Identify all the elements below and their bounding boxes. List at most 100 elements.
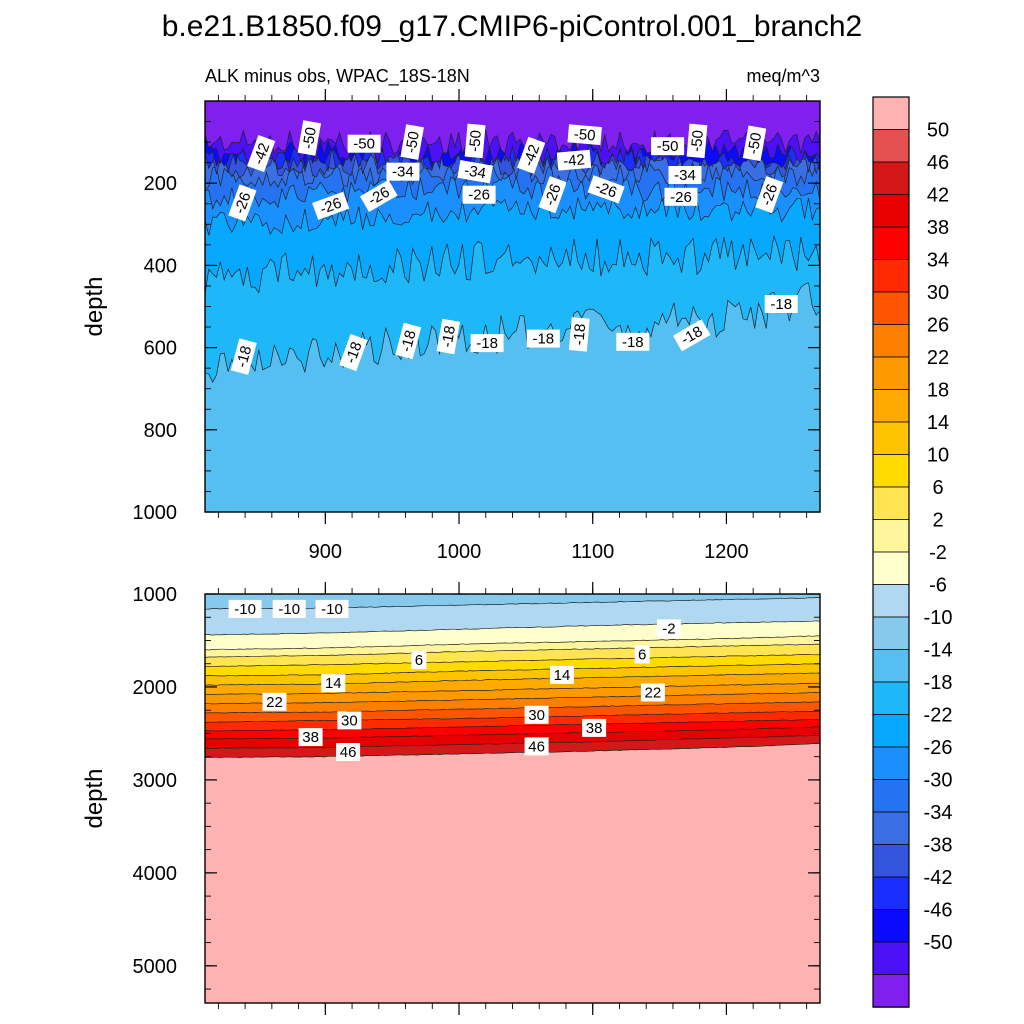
colorbar-swatch (872, 909, 910, 943)
svg-text:-50: -50 (466, 129, 485, 152)
contour-line (205, 235, 820, 294)
colorbar-label: 10 (927, 445, 949, 467)
contour-label: -26 (312, 191, 350, 220)
contour-label: -50 (400, 124, 424, 160)
svg-text:-42: -42 (563, 151, 586, 170)
y-tick-label: 4000 (133, 863, 178, 885)
svg-text:-50: -50 (402, 130, 423, 154)
x-tick-label: 1000 (437, 541, 482, 563)
svg-text:-26: -26 (318, 195, 344, 218)
svg-text:-42: -42 (520, 142, 543, 168)
contour-label: -26 (664, 187, 698, 206)
svg-text:-18: -18 (476, 335, 498, 352)
x-tick-label: 900 (309, 541, 342, 563)
colorbar-label: -26 (924, 737, 953, 759)
contour-line (205, 672, 820, 686)
colorbar-swatch (872, 259, 910, 293)
colorbar-swatch (872, 129, 910, 163)
contour-line (205, 635, 820, 651)
svg-text:46: 46 (528, 738, 545, 755)
contour-label: -50 (567, 124, 602, 146)
svg-text:-50: -50 (688, 129, 707, 152)
colorbar-swatch (872, 974, 910, 1008)
colorbar: 50 46 42 38 34 30 26 22 18 14 10 6 2 -2 -6 -10 -14 -18 -22… (872, 96, 953, 1008)
svg-text:-50: -50 (353, 136, 375, 153)
contour-label: 46 (336, 743, 361, 761)
contour-label: -18 (616, 332, 650, 351)
colorbar-label: -14 (924, 640, 953, 662)
contour-label: -42 (517, 136, 546, 174)
contour-label: -18 (568, 317, 590, 352)
colorbar-label: 50 (927, 120, 949, 142)
colorbar-swatch (872, 844, 910, 878)
svg-text:-18: -18 (570, 323, 589, 346)
svg-text:-18: -18 (770, 296, 792, 313)
contour-label: -18 (339, 333, 368, 372)
contour-line (205, 175, 820, 211)
contour-line (205, 620, 820, 636)
contour-label: -2 (656, 619, 681, 638)
contour-field: -10 -10 -10 -2 6 6 14 14 22 22 30 30 38 38 46 46 (205, 594, 820, 1003)
colorbar-label: -30 (924, 770, 953, 792)
svg-text:14: 14 (325, 675, 342, 692)
contour-label: -50 (297, 120, 322, 156)
upper-panel-units: meq/m^3 (747, 66, 820, 86)
svg-text:-50: -50 (573, 126, 596, 145)
colorbar-swatch (872, 811, 910, 846)
contour-label: -18 (526, 329, 560, 348)
svg-text:-18: -18 (342, 340, 365, 366)
contour-label: 14 (550, 665, 574, 684)
contour-label: 38 (298, 728, 323, 747)
svg-text:-34: -34 (674, 167, 696, 184)
contour-line (205, 197, 820, 236)
colorbar-label: 14 (927, 412, 949, 434)
lower-panel: -10 -10 -10 -2 6 6 14 14 22 22 30 30 38 38 46 46 1000 200… (81, 582, 821, 1015)
colorbar-label: 18 (927, 380, 949, 402)
svg-text:14: 14 (554, 667, 571, 684)
colorbar-swatch (872, 96, 910, 131)
contour-label: -10 (272, 599, 306, 618)
contour-line (205, 682, 820, 695)
contour-label: 6 (411, 651, 427, 669)
svg-text:-26: -26 (593, 178, 619, 201)
colorbar-label: 2 (932, 510, 943, 532)
colorbar-swatch (872, 161, 910, 196)
svg-text:-34: -34 (463, 162, 487, 183)
colorbar-swatch (872, 876, 910, 911)
y-tick-label: 400 (144, 255, 177, 277)
svg-text:-18: -18 (398, 328, 420, 353)
colorbar-swatch (872, 356, 910, 391)
svg-text:22: 22 (645, 685, 662, 702)
svg-text:-42: -42 (250, 141, 273, 167)
svg-text:38: 38 (586, 720, 603, 737)
y-axis-label: depth (81, 276, 108, 336)
contour-label: -50 (464, 123, 486, 159)
colorbar-swatch (872, 584, 910, 618)
contour-line (205, 146, 820, 174)
svg-text:-10: -10 (278, 601, 300, 618)
y-tick-label: 1000 (133, 584, 178, 606)
colorbar-swatch (872, 226, 910, 261)
svg-text:-10: -10 (234, 601, 256, 618)
contour-label: -18 (436, 318, 461, 355)
colorbar-swatch (872, 421, 910, 456)
contour-label: -18 (395, 322, 422, 360)
svg-text:-34: -34 (392, 164, 414, 181)
colorbar-label: 26 (927, 315, 949, 337)
svg-text:-10: -10 (321, 601, 343, 618)
contour-label: -26 (587, 175, 625, 204)
colorbar-label: 22 (927, 347, 949, 369)
contour-label: 30 (524, 705, 549, 724)
colorbar-swatch (872, 291, 910, 326)
contour-label: -26 (538, 176, 567, 214)
contour-field: -50 -50 -50 -50 -50 -50 -50 -50 -42 -42 -42 -34 -34 -… (205, 101, 820, 512)
y-tick-label: 1000 (133, 502, 178, 524)
contour-label: -42 (247, 135, 276, 173)
svg-text:30: 30 (528, 707, 545, 724)
colorbar-swatch (872, 941, 910, 976)
svg-text:-18: -18 (233, 344, 255, 369)
colorbar-swatch (872, 714, 910, 748)
contour-line (205, 663, 820, 677)
colorbar-label: 34 (927, 250, 949, 272)
